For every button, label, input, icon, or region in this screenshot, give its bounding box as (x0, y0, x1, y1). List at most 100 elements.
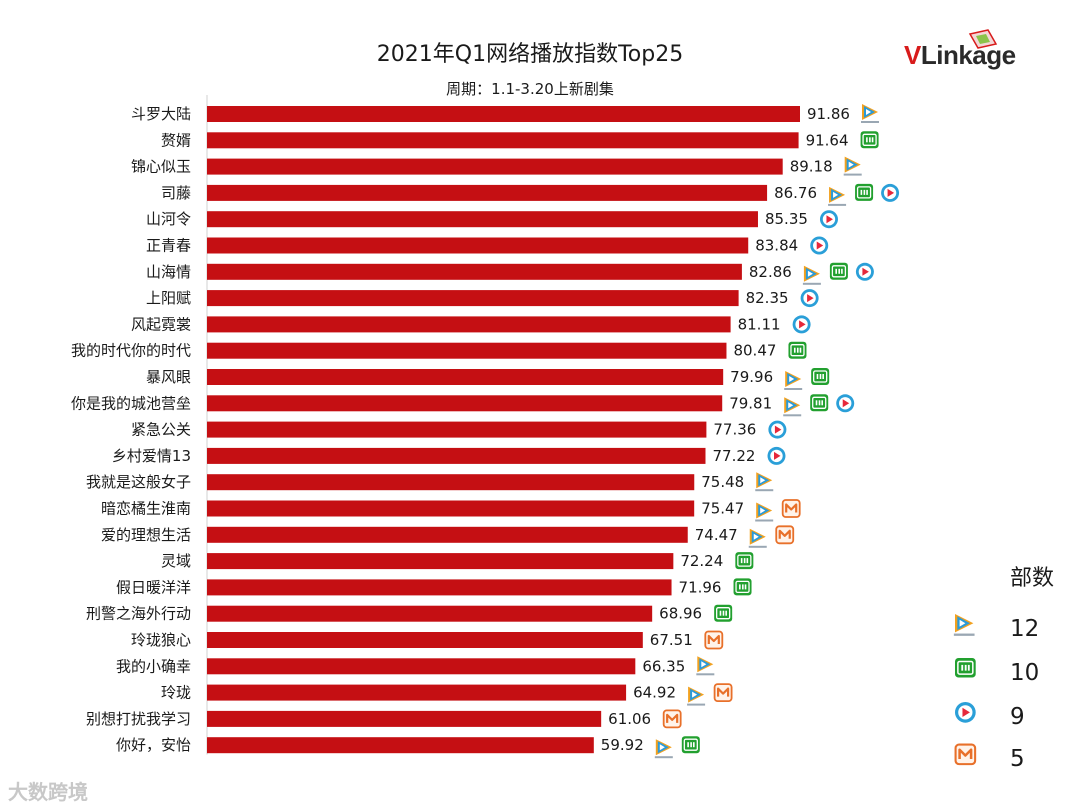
bar (207, 395, 723, 412)
bar (207, 605, 653, 622)
data-label: 67.51 (650, 631, 693, 649)
tencent-video-icon (828, 186, 847, 206)
data-label: 64.92 (633, 684, 676, 702)
category-label: 玲珑狼心 (131, 631, 191, 649)
youku-icon (792, 315, 811, 334)
data-label: 77.36 (713, 421, 756, 439)
youku-icon (955, 702, 976, 723)
data-label: 81.11 (738, 315, 781, 333)
iqiyi-icon (733, 578, 752, 596)
legend-count: 9 (1010, 704, 1025, 730)
bar (207, 316, 731, 333)
category-label: 你是我的城池营垒 (71, 394, 191, 412)
bar (207, 710, 602, 727)
category-label: 上阳赋 (146, 289, 191, 307)
data-label: 83.84 (755, 237, 798, 255)
bar (207, 132, 799, 149)
chart-subtitle: 周期：1.1-3.20上新剧集 (446, 80, 614, 98)
category-label: 别想打扰我学习 (86, 710, 191, 728)
bar (207, 474, 695, 491)
data-label: 59.92 (601, 736, 644, 754)
tencent-video-icon (696, 656, 715, 676)
category-label: 玲珑 (161, 684, 191, 702)
mango-tv-icon (704, 630, 724, 650)
data-label: 86.76 (774, 184, 817, 202)
chart-title: 2021年Q1网络播放指数Top25 (376, 42, 684, 67)
data-label: 82.86 (749, 263, 792, 281)
data-label: 66.35 (642, 657, 685, 675)
category-label: 暴风眼 (146, 368, 191, 386)
data-label: 91.64 (806, 131, 849, 149)
category-label: 乡村爱情13 (112, 447, 191, 465)
tencent-video-icon (843, 156, 862, 176)
bar (207, 526, 688, 543)
tencent-video-icon (654, 739, 673, 759)
mango-tv-icon (662, 709, 682, 729)
legend-title: 部数 (1010, 566, 1055, 591)
bar (207, 684, 627, 701)
bar (207, 237, 749, 254)
category-label: 你好，安怡 (116, 736, 191, 754)
iqiyi-icon (788, 341, 807, 359)
youku-icon (768, 420, 787, 439)
logo-text: VLinkage (904, 40, 1016, 71)
tencent-video-icon (748, 528, 767, 548)
iqiyi-icon (681, 736, 700, 754)
iqiyi-icon (810, 394, 829, 412)
category-label: 我的时代你的时代 (71, 342, 191, 360)
bar (207, 579, 672, 596)
bar (207, 553, 674, 570)
youku-icon (819, 210, 838, 229)
category-label: 假日暖洋洋 (116, 578, 191, 596)
youku-icon (767, 446, 786, 465)
data-label: 75.48 (701, 473, 744, 491)
data-label: 89.18 (790, 158, 833, 176)
data-label: 71.96 (679, 578, 722, 596)
youku-icon (881, 183, 900, 202)
category-label: 暗恋橘生淮南 (101, 500, 191, 518)
tencent-video-icon (861, 104, 879, 123)
iqiyi-icon (829, 262, 848, 280)
logo-rest: Linkage (920, 40, 1016, 70)
watermark: 大数跨境 (8, 780, 88, 804)
category-label: 风起霓裳 (131, 315, 191, 333)
tencent-video-icon (784, 371, 803, 390)
data-label: 77.22 (712, 447, 755, 465)
tencent-video-icon (687, 686, 706, 706)
bar (207, 500, 695, 517)
bar (207, 447, 706, 464)
legend-count: 12 (1010, 616, 1039, 642)
bar (207, 184, 768, 201)
iqiyi-icon (860, 131, 879, 149)
tencent-video-icon (755, 472, 774, 492)
iqiyi-icon (811, 368, 830, 385)
youku-icon (855, 262, 874, 281)
vlinkage-logo: VLinkage (904, 28, 1024, 74)
bar (207, 106, 800, 122)
data-label: 72.24 (680, 552, 723, 570)
bar (207, 421, 707, 438)
iqiyi-icon (955, 658, 976, 678)
category-label: 山河令 (146, 210, 191, 228)
data-label: 79.96 (730, 368, 773, 386)
category-label: 我的小确幸 (116, 657, 191, 675)
data-label: 74.47 (695, 526, 738, 544)
mango-tv-icon (781, 499, 801, 518)
bar (207, 737, 594, 754)
iqiyi-icon (735, 552, 754, 570)
logo-graphic (968, 29, 998, 49)
tencent-video-icon (953, 614, 975, 636)
category-label: 紧急公关 (131, 421, 191, 439)
category-label: 赘婿 (161, 131, 191, 149)
legend-count: 5 (1010, 746, 1025, 772)
bar (207, 369, 724, 385)
data-label: 91.86 (807, 105, 850, 123)
bar (207, 342, 727, 359)
data-label: 82.35 (746, 289, 789, 307)
data-label: 79.81 (729, 394, 772, 412)
data-label: 75.47 (701, 500, 744, 518)
bar (207, 263, 742, 280)
category-label: 灵域 (161, 552, 191, 570)
category-label: 正青春 (146, 237, 191, 255)
